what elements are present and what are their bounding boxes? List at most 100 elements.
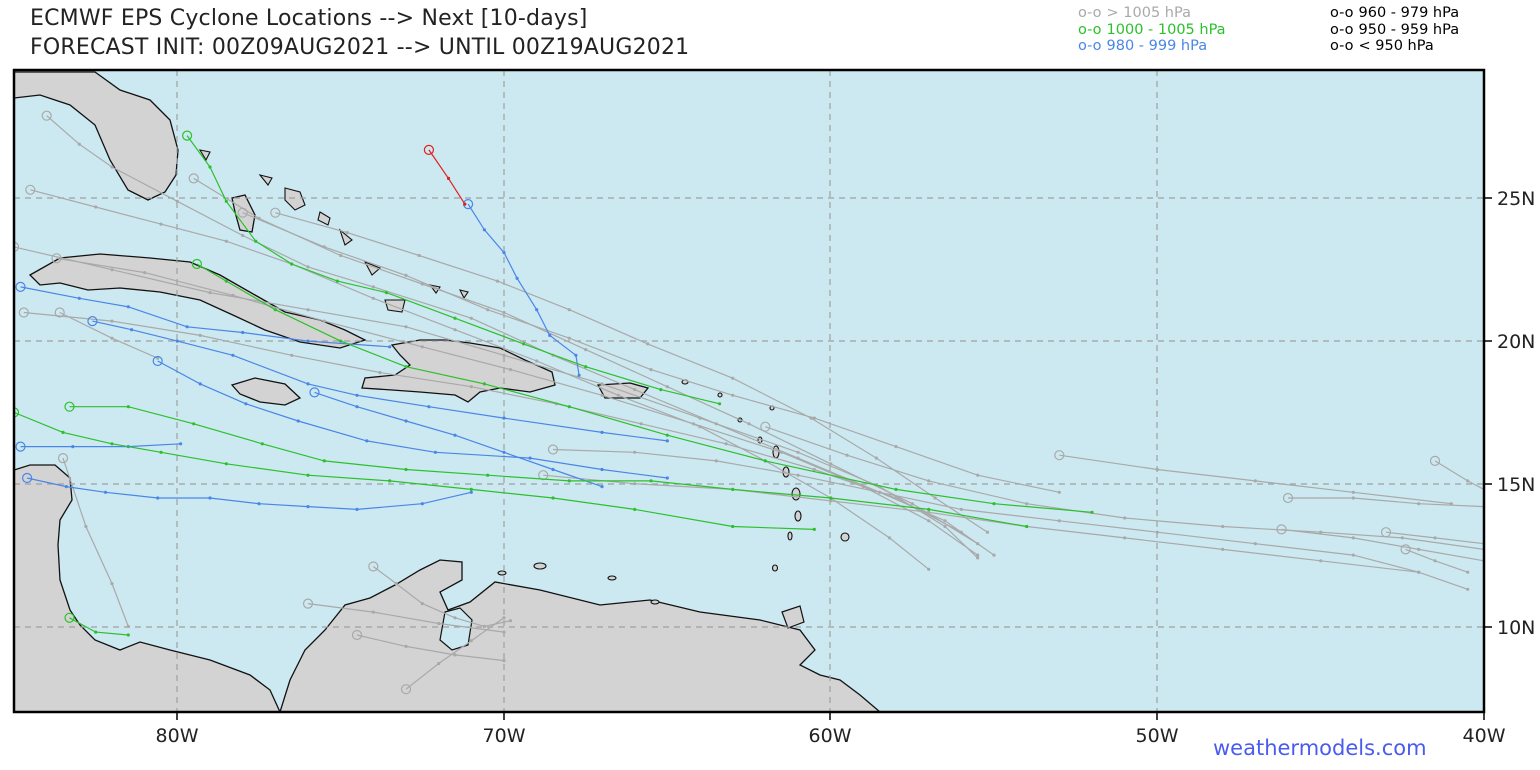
track-point [94,630,98,634]
track-point [244,402,248,406]
track-point [322,319,326,323]
track-line [372,566,511,628]
landmass-jamaica [230,377,302,406]
track-line [14,411,815,530]
track-point [502,251,506,255]
track-point [126,633,130,637]
track-line [186,135,720,405]
track-start-marker [15,281,26,292]
track-point [747,422,751,426]
track-start-marker [302,598,314,609]
track-point [427,405,431,409]
track-point [208,291,212,295]
track-start-marker [1282,492,1294,504]
track-start-marker [14,241,20,252]
track-point [469,316,473,320]
track-line [26,477,472,511]
track-point [522,342,526,346]
track-start-marker [538,470,549,481]
track-start-marker [1380,527,1392,538]
track-point [927,479,931,483]
track-start-marker [191,258,202,270]
track-point [763,459,767,463]
track-point [874,456,879,460]
track-point [731,376,735,380]
track-point [718,402,722,406]
track-point [600,393,604,397]
track-point [94,205,98,209]
cyclone-track-33 [54,307,160,360]
track-point [306,473,310,477]
track-point [339,339,343,343]
cyclone-track-19 [270,207,990,534]
track-point [1123,536,1127,540]
track-start-marker [14,407,20,418]
track-point [976,542,980,546]
track-point [1466,479,1470,483]
track-point [992,502,996,506]
track-point [649,479,653,483]
track-point [845,453,849,457]
track-start-marker [760,421,771,432]
track-point [64,485,68,489]
track-point [731,487,735,491]
track-point [567,308,571,312]
track-point [894,445,898,449]
track-point [1221,524,1225,529]
track-start-marker [57,453,69,464]
track-start-marker [1276,524,1287,535]
track-point [208,496,212,500]
track-point [110,268,114,272]
track-point [933,496,937,500]
track-point [254,239,258,243]
track-point [567,336,571,340]
track-point [453,433,457,437]
track-point [927,510,931,514]
track-point [633,450,637,454]
track-point [1499,496,1502,499]
track-point [649,368,653,372]
track-point [796,473,800,477]
track-point [584,365,588,369]
track-point [156,356,160,360]
track-point [365,439,369,443]
lon-label-80w: 80W [156,725,199,747]
cyclone-track-34 [57,453,130,629]
track-point [577,373,581,377]
track-line [543,474,1419,573]
track-point [1155,467,1159,472]
cyclone-track-32 [400,616,506,695]
track-point [143,271,147,275]
track-start-marker [64,612,75,623]
track-point [1400,536,1404,540]
landmass-trinidad [781,605,805,629]
cyclone-track-26 [1380,527,1484,546]
track-point [273,308,277,312]
track-point [659,388,663,392]
track-point [371,610,375,614]
track-point [355,507,359,511]
track-point [1319,559,1323,563]
track-point [502,616,506,620]
legend-symbol: o-o [1330,5,1354,21]
legend-label: 960 - 979 hPa [1358,5,1460,21]
track-point [1253,479,1257,483]
legend-symbol: o-o [1330,21,1354,38]
track-point [927,519,931,523]
track-point [724,442,728,446]
track-point [600,485,604,489]
track-point [159,222,163,226]
track-point [384,291,388,295]
track-point [633,482,637,486]
track-line [1281,528,1484,562]
cyclone-track-0 [463,199,581,377]
landmass-south-america [279,559,882,712]
cyclone-track-12 [182,130,722,406]
track-point [175,339,179,343]
track-point [335,279,339,283]
track-point [110,582,114,586]
legend-label: 1000 - 1005 hPa [1106,21,1226,38]
legend-label: > 1005 hPa [1106,5,1191,21]
track-point [224,199,228,203]
track-point [198,382,202,386]
